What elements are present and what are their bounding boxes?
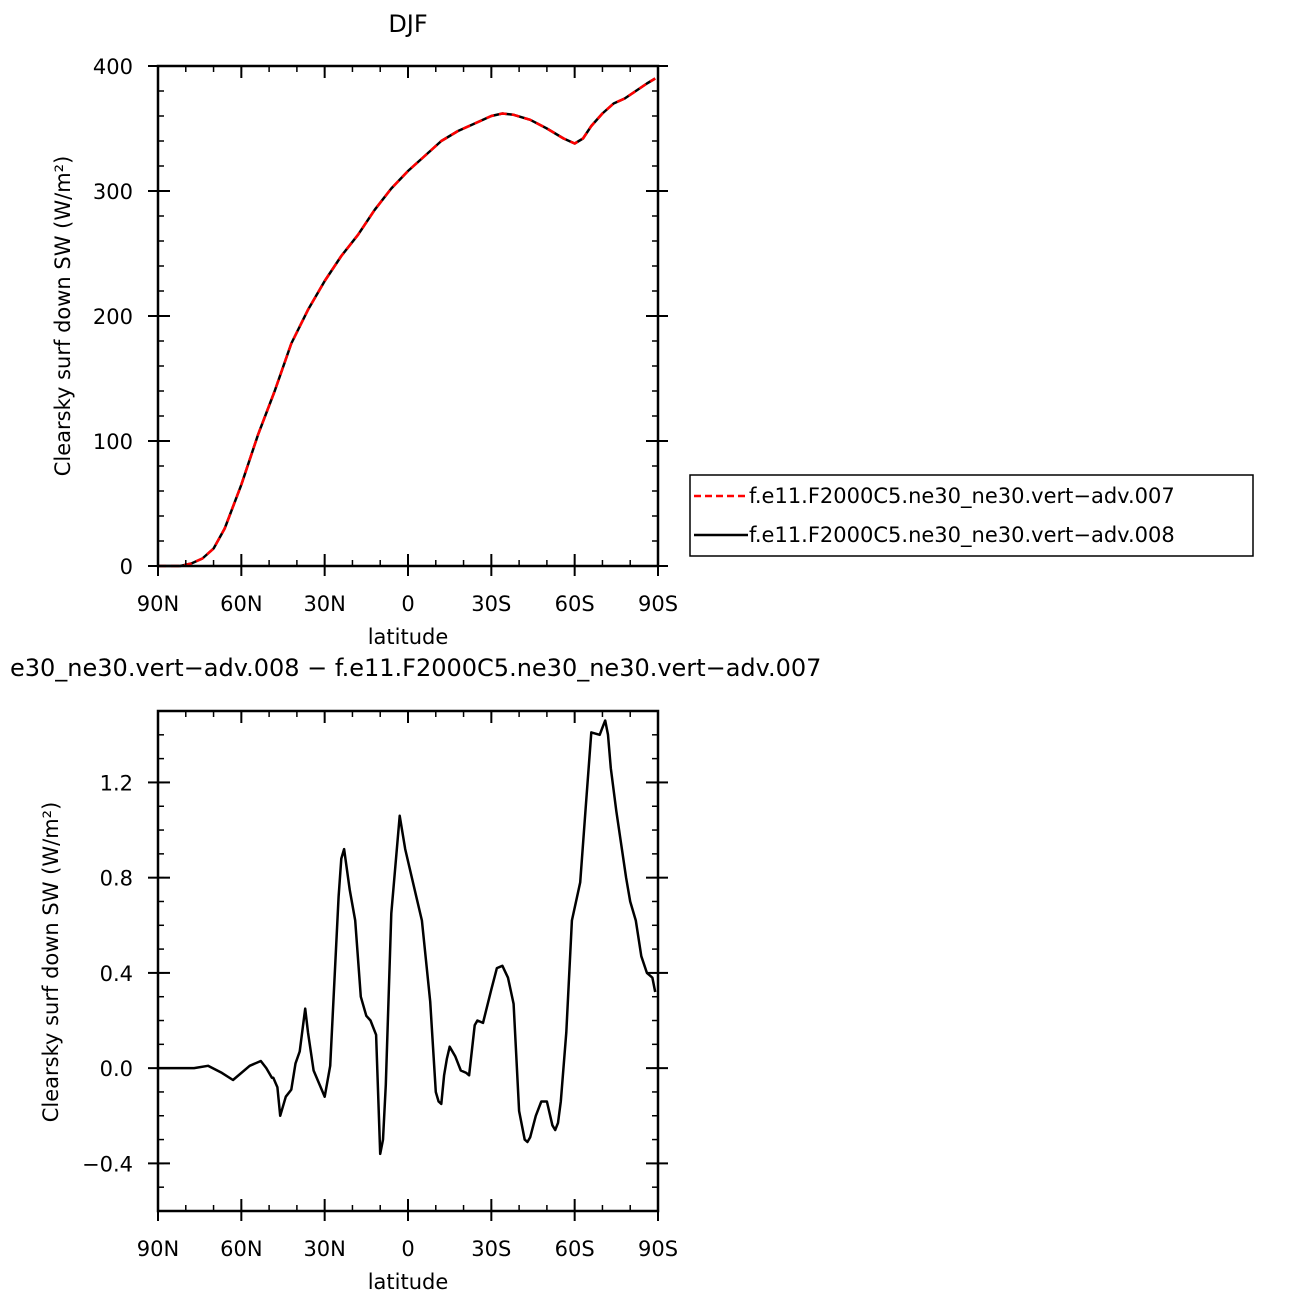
top-plot-frame: [156, 64, 660, 568]
y-tick-label: 0.8: [100, 867, 133, 891]
legend: f.e11.F2000C5.ne30_ne30.vert−adv.007 f.e…: [689, 474, 1254, 557]
x-tick-label: 30S: [471, 592, 511, 616]
top-y-axis-label: Clearsky surf down SW (W/m²): [51, 156, 75, 477]
bottom-y-axis-label: Clearsky surf down SW (W/m²): [39, 802, 63, 1123]
x-tick-label: 90N: [137, 1237, 179, 1261]
y-tick-label: 0.0: [100, 1057, 133, 1081]
y-tick-label: 400: [93, 55, 133, 79]
y-tick-label: 100: [93, 430, 133, 454]
y-tick-label: −0.4: [82, 1152, 133, 1176]
top-y-axis: 0 100 200 300 400: [93, 55, 668, 579]
top-plot-area: [158, 77, 656, 568]
y-tick-label: 1.2: [100, 771, 133, 795]
top-panel: DJF 90N 60N 30N 0 30S 60S 90S 0 100 200 300 400 la…: [51, 10, 1254, 649]
x-tick-label: 60N: [220, 1237, 262, 1261]
bottom-plot-frame: [156, 709, 660, 1213]
y-tick-label: 0: [120, 555, 133, 579]
x-tick-label: 90S: [638, 592, 678, 616]
bottom-x-axis: 90N 60N 30N 0 30S 60S 90S: [137, 711, 678, 1261]
x-tick-label: 30N: [303, 592, 345, 616]
y-tick-label: 300: [93, 180, 133, 204]
top-panel-title: DJF: [388, 10, 427, 38]
x-tick-label: 60N: [220, 592, 262, 616]
legend-label-008: f.e11.F2000C5.ne30_ne30.vert−adv.008: [749, 523, 1175, 548]
x-tick-label: 90N: [137, 592, 179, 616]
y-tick-label: 0.4: [100, 962, 133, 986]
bottom-panel-title: e30_ne30.vert−adv.008 − f.e11.F2000C5.ne…: [10, 654, 821, 682]
x-tick-label: 30S: [471, 1237, 511, 1261]
bottom-y-axis: −0.4 0.0 0.4 0.8 1.2: [82, 710, 668, 1188]
series-line-0: [158, 77, 656, 568]
x-tick-label: 90S: [638, 1237, 678, 1261]
bottom-plot-area: [158, 719, 657, 1156]
bottom-x-axis-label: latitude: [368, 1270, 449, 1294]
x-tick-label: 60S: [555, 592, 595, 616]
legend-label-007: f.e11.F2000C5.ne30_ne30.vert−adv.007: [749, 484, 1175, 509]
x-tick-label: 0: [401, 1237, 414, 1261]
series-line-0: [158, 719, 657, 1156]
x-tick-label: 30N: [303, 1237, 345, 1261]
bottom-panel: e30_ne30.vert−adv.008 − f.e11.F2000C5.ne…: [10, 654, 821, 1294]
y-tick-label: 200: [93, 305, 133, 329]
legend-box: [689, 474, 1254, 557]
x-tick-label: 0: [401, 592, 414, 616]
x-tick-label: 60S: [555, 1237, 595, 1261]
top-x-axis-label: latitude: [368, 625, 449, 649]
series-line-1: [158, 77, 656, 568]
top-x-axis: 90N 60N 30N 0 30S 60S 90S: [137, 66, 678, 616]
